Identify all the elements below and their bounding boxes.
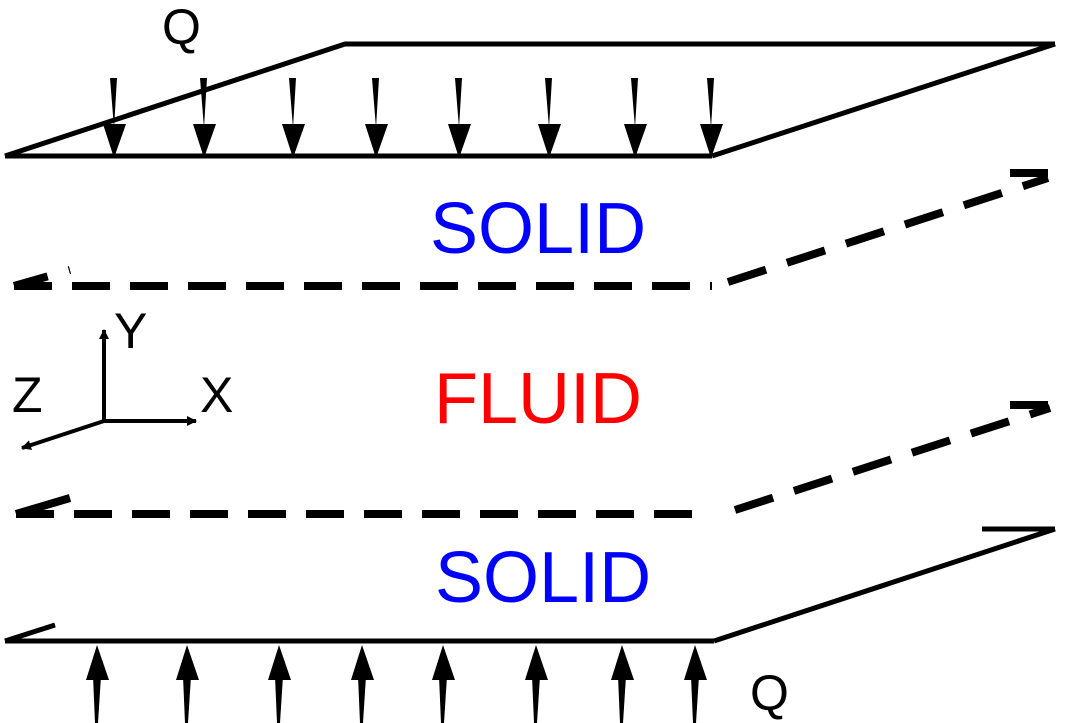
heat-flux-arrow-down [448, 78, 471, 158]
heat-flux-arrow-down [365, 78, 388, 158]
bottom-heat-flux-arrows [86, 645, 707, 723]
solid-label-top: SOLID [430, 189, 646, 269]
coordinate-axes: Y X Z [12, 303, 233, 450]
heat-flux-arrow-down [624, 78, 647, 158]
heat-flux-label-bottom: Q [750, 665, 789, 721]
heat-flux-arrow-up [176, 645, 199, 723]
top-heat-flux-arrows [103, 78, 723, 158]
heat-flux-arrow-up [351, 645, 374, 723]
heat-flux-arrow-up [611, 645, 634, 723]
heat-flux-arrow-down [193, 78, 216, 158]
fluid-label: FLUID [434, 359, 642, 439]
lower-interface-dashed [14, 401, 1052, 518]
bottom-plate [4, 526, 1056, 644]
heat-flux-arrow-down [538, 78, 561, 158]
heat-flux-arrow-down [700, 78, 723, 158]
heat-flux-arrow-up [684, 645, 707, 723]
heat-flux-arrow-up [525, 645, 548, 723]
top-plate [4, 41, 1056, 159]
x-axis-label: X [200, 367, 233, 423]
heat-flux-arrow-up [432, 645, 455, 723]
y-axis-label: Y [114, 303, 147, 359]
z-axis-arrow [21, 419, 105, 450]
z-axis-label: Z [12, 367, 43, 423]
solid-label-bottom: SOLID [435, 538, 651, 618]
heat-flux-arrow-down [282, 78, 305, 158]
heat-flux-arrow-up [268, 645, 291, 723]
heat-flux-arrow-down [103, 78, 126, 158]
heat-flux-label-top: Q [162, 0, 201, 55]
heat-flux-arrow-up [86, 645, 109, 723]
upper-interface-dashed [12, 169, 1050, 290]
